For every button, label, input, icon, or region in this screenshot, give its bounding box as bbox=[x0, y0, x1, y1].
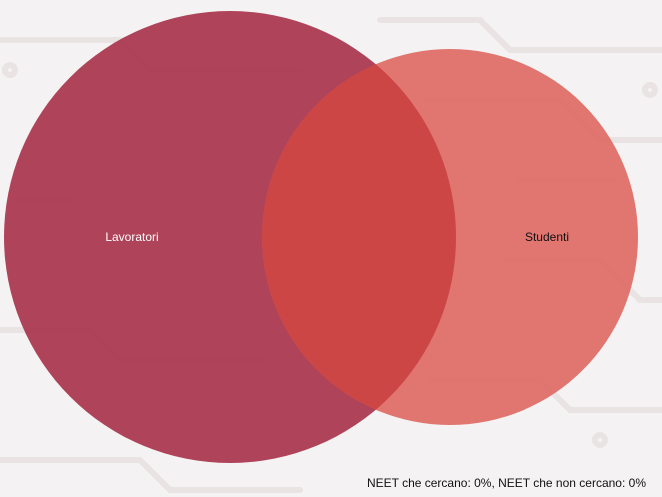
venn-label-studenti: Studenti bbox=[525, 230, 569, 244]
neet-summary-text: NEET che cercano: 0%, NEET che non cerca… bbox=[366, 476, 646, 490]
venn-label-lavoratori: Lavoratori bbox=[105, 230, 158, 244]
venn-overlap[interactable] bbox=[262, 49, 638, 425]
